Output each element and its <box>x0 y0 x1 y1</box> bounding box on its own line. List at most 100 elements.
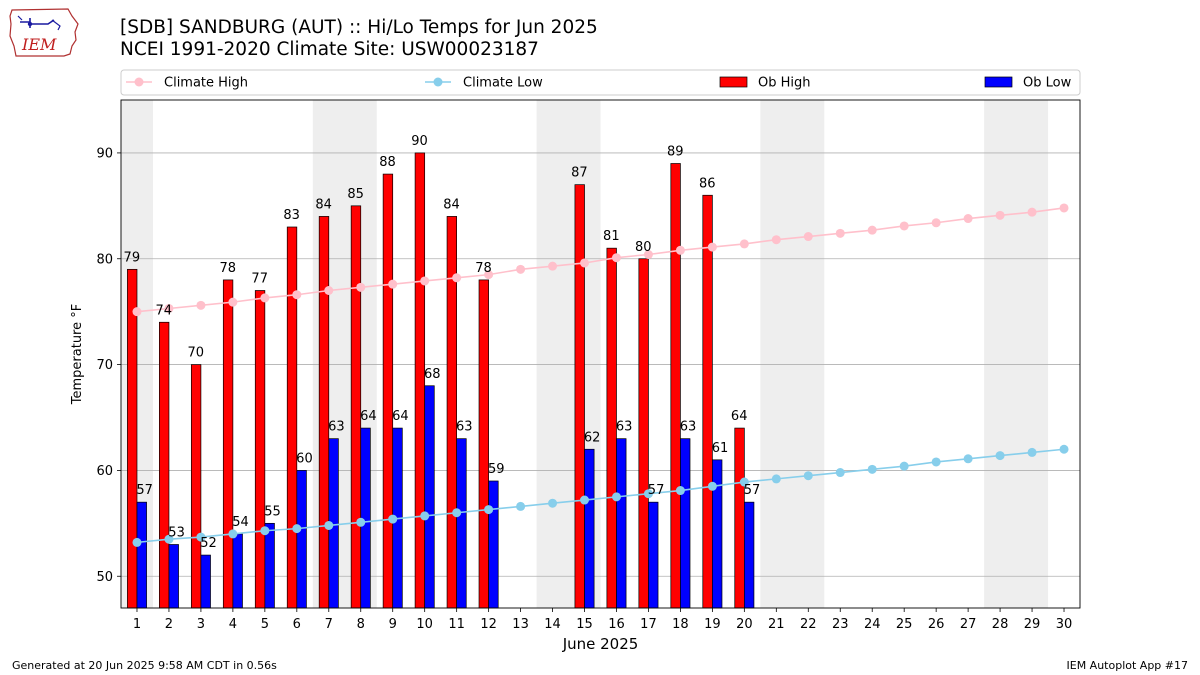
climate-low-point <box>452 508 462 518</box>
legend-climate-high-marker <box>134 77 144 87</box>
climate-high-point <box>196 300 206 310</box>
footer-generated: Generated at 20 Jun 2025 9:58 AM CDT in … <box>12 659 277 672</box>
x-tick-label: 9 <box>389 617 397 632</box>
y-tick-label: 60 <box>96 464 113 479</box>
ob-high-value-label: 88 <box>379 155 396 170</box>
x-tick-label: 25 <box>896 617 913 632</box>
legend-box <box>120 69 1081 96</box>
x-tick-label: 26 <box>928 617 945 632</box>
climate-low-point <box>228 529 238 539</box>
ob-low-bar <box>200 554 211 609</box>
x-tick-label: 4 <box>229 617 237 632</box>
ob-high-bar <box>190 364 202 609</box>
ob-high-bar <box>734 427 745 609</box>
ob-high-bar <box>574 184 585 609</box>
ob-high-bar <box>638 258 649 609</box>
climate-high-point <box>899 221 909 231</box>
climate-low-point <box>324 520 334 530</box>
x-tick-label: 7 <box>325 617 333 632</box>
ob-low-value-label: 57 <box>136 483 153 498</box>
climate-high-point <box>580 258 590 268</box>
climate-low-point <box>356 517 366 527</box>
ob-high-value-label: 80 <box>635 240 652 255</box>
climate-high-point <box>995 210 1005 220</box>
y-tick-label: 90 <box>96 146 113 161</box>
climate-high-point <box>228 297 238 307</box>
ob-low-value-label: 53 <box>168 526 185 541</box>
ob-high-value-label: 84 <box>443 197 460 212</box>
ob-low-value-label: 55 <box>264 504 281 519</box>
climate-low-point <box>643 489 653 499</box>
x-tick-label: 28 <box>992 617 1009 632</box>
climate-low-point <box>420 511 430 521</box>
climate-low-point <box>899 461 909 471</box>
ob-high-value-label: 87 <box>571 166 588 181</box>
legend-climate-high-label: Climate High <box>164 76 248 91</box>
climate-low-point <box>867 464 877 474</box>
ob-low-bar <box>743 501 755 609</box>
x-tick-label: 5 <box>261 617 269 632</box>
ob-low-value-label: 59 <box>488 462 505 477</box>
climate-low-point <box>484 505 494 515</box>
ob-high-value-label: 90 <box>411 134 428 149</box>
x-tick-label: 24 <box>864 617 881 632</box>
ob-high-bar <box>159 321 170 609</box>
x-tick-label: 14 <box>544 617 561 632</box>
climate-high-point <box>356 282 366 292</box>
ob-low-value-label: 64 <box>392 409 409 424</box>
climate-high-point <box>931 218 941 228</box>
climate-low-point <box>707 481 717 491</box>
ob-low-value-label: 63 <box>616 420 633 435</box>
ob-high-value-label: 86 <box>699 176 716 191</box>
climate-high-point <box>963 214 973 224</box>
ob-high-value-label: 78 <box>219 261 236 276</box>
climate-low-point <box>835 468 845 478</box>
climate-low-point <box>132 537 142 547</box>
climate-low-point <box>516 501 526 511</box>
ob-low-bar <box>264 522 275 609</box>
climate-low-point <box>611 492 621 502</box>
climate-high-point <box>611 253 621 263</box>
ob-high-bar <box>318 216 330 609</box>
climate-high-point <box>771 235 781 245</box>
x-tick-label: 10 <box>416 617 433 632</box>
ob-high-bar <box>286 226 298 609</box>
ob-low-bar <box>168 544 179 609</box>
ob-high-bar <box>127 268 138 609</box>
climate-high-point <box>1027 207 1037 217</box>
plot-frame <box>120 99 1081 609</box>
ob-low-value-label: 61 <box>712 441 729 456</box>
x-tick-label: 17 <box>640 617 657 632</box>
legend-climate-low-marker <box>433 77 443 87</box>
climate-low-line <box>136 448 1065 544</box>
ob-low-bar <box>584 448 595 609</box>
ob-high-value-label: 85 <box>347 187 364 202</box>
chart-title: [SDB] SANDBURG (AUT) :: Hi/Lo Temps for … <box>120 17 598 38</box>
ob-high-value-label: 74 <box>156 303 173 318</box>
climate-high-point <box>164 303 174 313</box>
ob-low-value-label: 62 <box>584 430 601 445</box>
ob-low-bar <box>488 480 499 609</box>
legend-ob-high-swatch <box>719 76 748 88</box>
climate-low-point <box>803 471 813 481</box>
ob-high-value-label: 77 <box>251 272 268 287</box>
climate-high-point <box>803 232 813 242</box>
climate-high-point <box>324 286 334 295</box>
ob-low-bar <box>296 470 307 609</box>
x-tick-label: 30 <box>1056 617 1073 632</box>
footer-app: IEM Autoplot App #17 <box>1066 659 1189 672</box>
x-tick-label: 1 <box>133 617 141 632</box>
ob-low-bar <box>616 438 627 609</box>
ob-low-bar <box>456 438 467 609</box>
x-tick-label: 20 <box>736 617 753 632</box>
x-tick-label: 6 <box>293 617 301 632</box>
x-tick-label: 27 <box>960 617 977 632</box>
ob-low-value-label: 57 <box>648 483 665 498</box>
climate-low-point <box>1027 447 1037 457</box>
x-tick-label: 13 <box>512 617 529 632</box>
legend-climate-low-label: Climate Low <box>463 76 543 91</box>
climate-low-point <box>675 486 685 496</box>
x-tick-label: 22 <box>800 617 817 632</box>
ob-high-bar <box>222 279 234 609</box>
